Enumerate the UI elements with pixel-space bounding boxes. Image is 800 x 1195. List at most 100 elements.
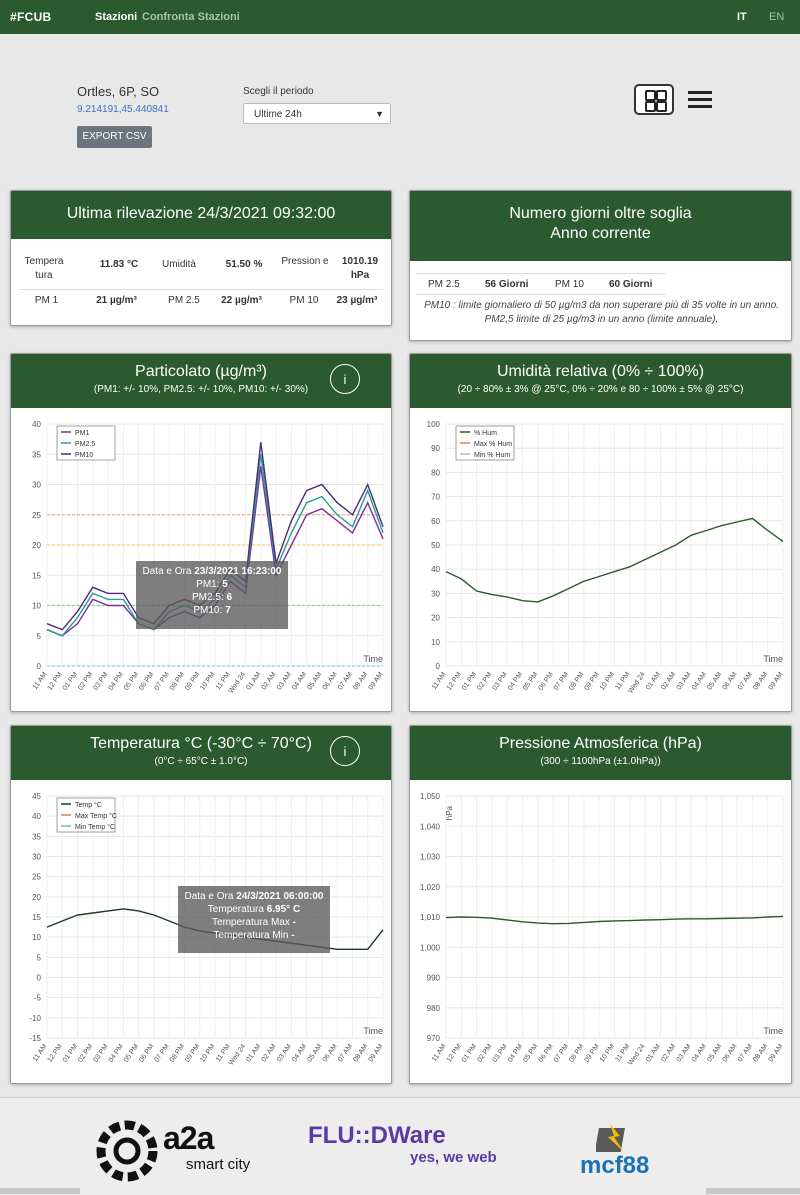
- x-tick-label: 08 PM: [568, 671, 585, 692]
- press-chart-title: Pressione Atmosferica (hPa): [499, 735, 702, 752]
- x-tick-label: 08 PM: [568, 1043, 585, 1064]
- y-tick-label: 90: [431, 444, 440, 453]
- station-name: Ortles, 6P, SO: [77, 84, 160, 99]
- nav-stations-link[interactable]: Stazioni: [95, 11, 138, 23]
- threshold-title-line1: Numero giorni oltre soglia: [509, 205, 692, 222]
- y-tick-label: 1,000: [420, 943, 441, 952]
- period-select[interactable]: Ultime 24h ▼: [243, 103, 391, 124]
- pm1-label: PM 1: [34, 295, 59, 306]
- station-coords-link[interactable]: 9.214191,45.440841: [77, 104, 169, 115]
- y-tick-label: 5: [37, 953, 42, 962]
- time-axis-label: Time: [363, 1026, 383, 1036]
- y-tick-label: 1,040: [420, 822, 441, 831]
- temp-chart-header: Temperatura °C (-30°C ÷ 70°C) (0°C ÷ 65°…: [11, 726, 391, 780]
- x-tick-label: 04 PM: [108, 1043, 125, 1064]
- x-tick-label: 12 PM: [47, 671, 64, 692]
- brand-logo[interactable]: #FCUB: [10, 10, 52, 24]
- y-tick-label: 20: [32, 893, 41, 902]
- x-tick-label: 01 PM: [461, 1043, 478, 1064]
- x-tick-label: 08 PM: [169, 1043, 186, 1064]
- y-tick-label: 60: [431, 517, 440, 526]
- grid-view-button[interactable]: [634, 84, 674, 115]
- pm-info-button[interactable]: i: [330, 364, 360, 394]
- tooltip-line4: PM10: 7: [193, 605, 231, 616]
- y-tick-label: 15: [32, 913, 41, 922]
- y-tick-label: 30: [32, 481, 41, 490]
- pm-chart-card: Particolato (µg/m³) (PM1: +/- 10%, PM2.5…: [10, 353, 392, 712]
- y-tick-label: 1,010: [420, 913, 441, 922]
- x-tick-label: 05 PM: [123, 671, 140, 692]
- period-label: Scegli il periodo: [243, 86, 314, 97]
- x-tick-label: 09 AM: [368, 671, 385, 691]
- x-tick-label: 10 PM: [599, 1043, 616, 1064]
- last-reading-header: Ultima rilevazione 24/3/2021 09:32:00: [11, 191, 391, 239]
- x-tick-label: 03 PM: [92, 671, 109, 692]
- x-tick-label: 02 PM: [77, 1043, 94, 1064]
- y-tick-label: 30: [32, 853, 41, 862]
- legend-item: % Hum: [474, 430, 497, 437]
- threshold-pm10-value: 60 Giorni: [609, 279, 653, 290]
- mcf88-logo-text: mcf88: [580, 1152, 650, 1179]
- pm25-label: PM 2.5: [168, 295, 200, 306]
- x-tick-label: 04 PM: [507, 1043, 524, 1064]
- x-tick-label: 08 AM: [352, 671, 369, 691]
- x-tick-label: 10 PM: [199, 671, 216, 692]
- press-chart-card: Pressione Atmosferica (hPa) (300 ÷ 1100h…: [409, 725, 792, 1084]
- legend-item: Min % Hum: [474, 452, 510, 459]
- pm-chart-tooltip: Data e Ora 23/3/2021 16:23:00 PM1: 5 PM2…: [136, 561, 288, 629]
- x-tick-label: 07 AM: [737, 671, 754, 691]
- y-tick-label: 0: [37, 662, 42, 671]
- x-tick-label: 06 PM: [138, 1043, 155, 1064]
- threshold-title-line2: Anno corrente: [550, 225, 651, 242]
- temp-chart-subtitle: (0°C ÷ 65°C ± 1.0°C): [154, 756, 248, 767]
- menu-button[interactable]: [688, 90, 712, 110]
- y-tick-label: 990: [427, 974, 441, 983]
- x-tick-label: 07 PM: [553, 1043, 570, 1064]
- legend-item: Max Temp °C: [75, 812, 117, 820]
- a2a-logo-icon: [96, 1120, 158, 1182]
- x-tick-label: 02 PM: [476, 1043, 493, 1064]
- export-csv-button[interactable]: EXPORT CSV: [77, 126, 152, 148]
- threshold-header: Numero giorni oltre soglia Anno corrente: [410, 191, 791, 261]
- time-axis-label: Time: [763, 1026, 783, 1036]
- y-tick-label: 25: [32, 873, 41, 882]
- y-tick-label: 30: [431, 589, 440, 598]
- temp-info-button[interactable]: i: [330, 736, 360, 766]
- nav-compare-link[interactable]: Confronta Stazioni: [142, 11, 240, 23]
- x-tick-label: 02 PM: [476, 671, 493, 692]
- x-tick-label: 07 PM: [553, 671, 570, 692]
- x-tick-label: 08 PM: [169, 671, 186, 692]
- x-tick-label: 05 PM: [123, 1043, 140, 1064]
- x-tick-label: 03 AM: [276, 671, 293, 691]
- x-tick-label: 05 PM: [522, 671, 539, 692]
- x-tick-label: 07 AM: [337, 1043, 354, 1063]
- temp-chart-title: Temperatura °C (-30°C ÷ 70°C): [90, 735, 312, 752]
- threshold-note: PM10 : limite giornaliero di 50 µg/m3 da…: [424, 300, 779, 325]
- temp-value: 11.83 °C: [99, 259, 139, 270]
- y-tick-label: 1,030: [420, 853, 441, 862]
- x-tick-label: 06 PM: [138, 671, 155, 692]
- x-tick-label: 01 PM: [461, 671, 478, 692]
- threshold-pm25-label: PM 2.5: [428, 279, 460, 290]
- y-tick-label: 40: [32, 812, 41, 821]
- pm10-label: PM 10: [289, 295, 319, 306]
- period-select-value: Ultime 24h: [254, 109, 302, 120]
- fluidware-logo-text: FLU::DWare: [308, 1122, 446, 1149]
- lang-en-link[interactable]: EN: [769, 11, 785, 23]
- legend-item: PM2.5: [75, 441, 95, 448]
- x-tick-label: 05 AM: [306, 671, 323, 691]
- x-tick-label: 01 AM: [645, 1043, 662, 1063]
- lang-it-link[interactable]: IT: [737, 11, 747, 23]
- time-axis-label: Time: [763, 654, 783, 664]
- hum-chart-subtitle: (20 ÷ 80% ± 3% @ 25°C, 0% ÷ 20% e 80 ÷ 1…: [457, 384, 744, 395]
- tooltip-line3: Temperatura Max -: [212, 917, 296, 928]
- tooltip-line2: PM1: 5: [196, 579, 228, 590]
- threshold-row: PM 2.5 56 Giorni PM 10 60 Giorni: [416, 273, 666, 295]
- x-tick-label: 12 PM: [446, 1043, 463, 1064]
- legend-item: Min Temp °C: [75, 823, 115, 831]
- x-tick-label: 08 AM: [352, 1043, 369, 1063]
- x-tick-label: 05 AM: [706, 1043, 723, 1063]
- threshold-pm10-label: PM 10: [555, 279, 584, 290]
- a2a-logo-text: a2a: [163, 1120, 214, 1156]
- pm-chart-title: Particolato (µg/m³): [135, 363, 267, 380]
